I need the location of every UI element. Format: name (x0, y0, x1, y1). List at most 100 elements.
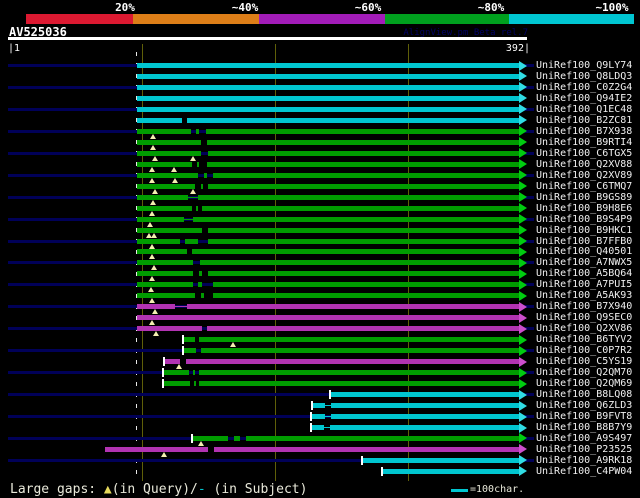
row-label[interactable]: UniRef100_Q40501 (536, 246, 633, 258)
alignment-bar-segment[interactable] (137, 304, 175, 310)
alignment-bar-segment[interactable] (198, 282, 202, 288)
alignment-bar-arrow[interactable] (519, 334, 527, 345)
alignment-bar-segment[interactable] (213, 282, 519, 288)
alignment-bar-segment[interactable] (208, 238, 519, 244)
row-label[interactable]: UniRef100_B9FVT8 (536, 411, 633, 423)
alignment-bar-segment[interactable] (201, 293, 204, 299)
alignment-bar-segment[interactable] (199, 337, 519, 343)
row-label[interactable]: UniRef100_Q1EC48 (536, 103, 633, 115)
row-label[interactable]: UniRef100_A9S497 (536, 432, 633, 444)
row-label[interactable]: UniRef100_C4PW04 (536, 465, 633, 477)
alignment-bar-arrow[interactable] (519, 433, 527, 444)
row-label[interactable]: UniRef100_A7NWX5 (536, 257, 633, 269)
row-label[interactable]: UniRef100_A9RK18 (536, 454, 633, 466)
row-label[interactable]: UniRef100_B2ZC81 (536, 114, 633, 126)
alignment-bar-segment[interactable] (197, 161, 199, 167)
alignment-bar-segment[interactable] (207, 161, 519, 167)
alignment-bar-segment[interactable] (331, 403, 519, 409)
row-label[interactable]: UniRef100_Q2QM69 (536, 378, 633, 390)
row-label[interactable]: UniRef100_Q9SEC0 (536, 312, 633, 324)
alignment-bar-arrow[interactable] (519, 301, 527, 312)
alignment-bar-arrow[interactable] (519, 466, 527, 477)
alignment-bar-arrow[interactable] (519, 93, 527, 104)
alignment-bar-segment[interactable] (331, 392, 519, 398)
alignment-bar-arrow[interactable] (519, 104, 527, 115)
alignment-bar-segment[interactable] (187, 304, 519, 310)
alignment-bar-segment[interactable] (208, 227, 519, 233)
alignment-bar-arrow[interactable] (519, 225, 527, 236)
alignment-bar-arrow[interactable] (519, 268, 527, 279)
row-label[interactable]: UniRef100_B9S4P9 (536, 213, 633, 225)
alignment-bar-segment[interactable] (207, 326, 519, 332)
alignment-bar-segment[interactable] (246, 435, 519, 441)
alignment-bar-segment[interactable] (137, 238, 180, 244)
alignment-bar-segment[interactable] (137, 63, 519, 68)
row-label[interactable]: UniRef100_C6TGX5 (536, 147, 633, 159)
alignment-bar-segment[interactable] (137, 293, 195, 299)
row-label[interactable]: UniRef100_A5BQ64 (536, 268, 633, 280)
alignment-bar-arrow[interactable] (519, 60, 527, 71)
alignment-bar-segment[interactable] (193, 370, 195, 376)
alignment-bar-arrow[interactable] (519, 389, 527, 400)
alignment-bar-arrow[interactable] (519, 214, 527, 225)
alignment-bar-segment[interactable] (199, 370, 519, 376)
alignment-bar-segment[interactable] (330, 425, 519, 430)
row-label[interactable]: UniRef100_C5YS19 (536, 356, 633, 368)
alignment-bar-segment[interactable] (331, 414, 519, 420)
alignment-bar-arrow[interactable] (519, 192, 527, 203)
alignment-bar-segment[interactable] (204, 172, 207, 178)
alignment-bar-arrow[interactable] (519, 400, 527, 411)
row-label[interactable]: UniRef100_B7X938 (536, 125, 633, 137)
alignment-bar-arrow[interactable] (519, 126, 527, 137)
row-label[interactable]: UniRef100_C6TMQ7 (536, 180, 633, 192)
alignment-bar-segment[interactable] (198, 194, 519, 200)
alignment-bar-segment[interactable] (199, 271, 202, 277)
row-label[interactable]: UniRef100_P23525 (536, 443, 633, 455)
alignment-bar-segment[interactable] (313, 403, 325, 409)
alignment-bar-arrow[interactable] (519, 345, 527, 356)
row-label[interactable]: UniRef100_B9HKC1 (536, 224, 633, 236)
alignment-bar-segment[interactable] (105, 446, 208, 452)
row-label[interactable]: UniRef100_B7FFB0 (536, 235, 633, 247)
alignment-bar-segment[interactable] (137, 183, 195, 189)
alignment-bar-segment[interactable] (184, 348, 196, 354)
row-label[interactable]: UniRef100_Q6ZLD3 (536, 400, 633, 412)
alignment-bar-segment[interactable] (202, 205, 519, 211)
alignment-bar-arrow[interactable] (519, 236, 527, 247)
alignment-bar-segment[interactable] (137, 117, 182, 123)
alignment-bar-segment[interactable] (208, 271, 519, 277)
alignment-bar-segment[interactable] (213, 172, 519, 178)
alignment-bar-arrow[interactable] (519, 203, 527, 214)
alignment-bar-segment[interactable] (164, 381, 190, 387)
alignment-bar-segment[interactable] (185, 238, 198, 244)
alignment-bar-segment[interactable] (137, 326, 202, 332)
alignment-bar-segment[interactable] (196, 128, 199, 134)
alignment-bar-segment[interactable] (312, 425, 324, 430)
row-label[interactable]: UniRef100_A7PUI5 (536, 279, 633, 291)
alignment-bar-arrow[interactable] (519, 411, 527, 422)
alignment-bar-arrow[interactable] (519, 444, 527, 455)
alignment-bar-arrow[interactable] (519, 246, 527, 257)
alignment-bar-arrow[interactable] (519, 290, 527, 301)
row-label[interactable]: UniRef100_C0P7R2 (536, 345, 633, 357)
row-label[interactable]: UniRef100_Q94IE2 (536, 92, 633, 104)
row-label[interactable]: UniRef100_Q2XV89 (536, 169, 633, 181)
alignment-bar-arrow[interactable] (519, 181, 527, 192)
alignment-bar-arrow[interactable] (519, 312, 527, 323)
alignment-bar-arrow[interactable] (519, 170, 527, 181)
alignment-bar-segment[interactable] (164, 370, 189, 376)
row-label[interactable]: UniRef100_B9GS89 (536, 191, 633, 203)
alignment-bar-segment[interactable] (184, 337, 195, 343)
alignment-bar-segment[interactable] (193, 435, 228, 441)
alignment-bar-segment[interactable] (137, 216, 184, 222)
alignment-bar-segment[interactable] (187, 117, 519, 123)
alignment-bar-segment[interactable] (196, 205, 198, 211)
alignment-bar-arrow[interactable] (519, 137, 527, 148)
alignment-bar-segment[interactable] (137, 150, 201, 156)
alignment-bar-arrow[interactable] (519, 279, 527, 290)
row-label[interactable]: UniRef100_Q2XV88 (536, 158, 633, 170)
alignment-bar-segment[interactable] (192, 249, 519, 255)
row-label[interactable]: UniRef100_B8LQ08 (536, 389, 633, 401)
alignment-bar-segment[interactable] (213, 293, 519, 299)
alignment-bar-segment[interactable] (193, 216, 519, 222)
